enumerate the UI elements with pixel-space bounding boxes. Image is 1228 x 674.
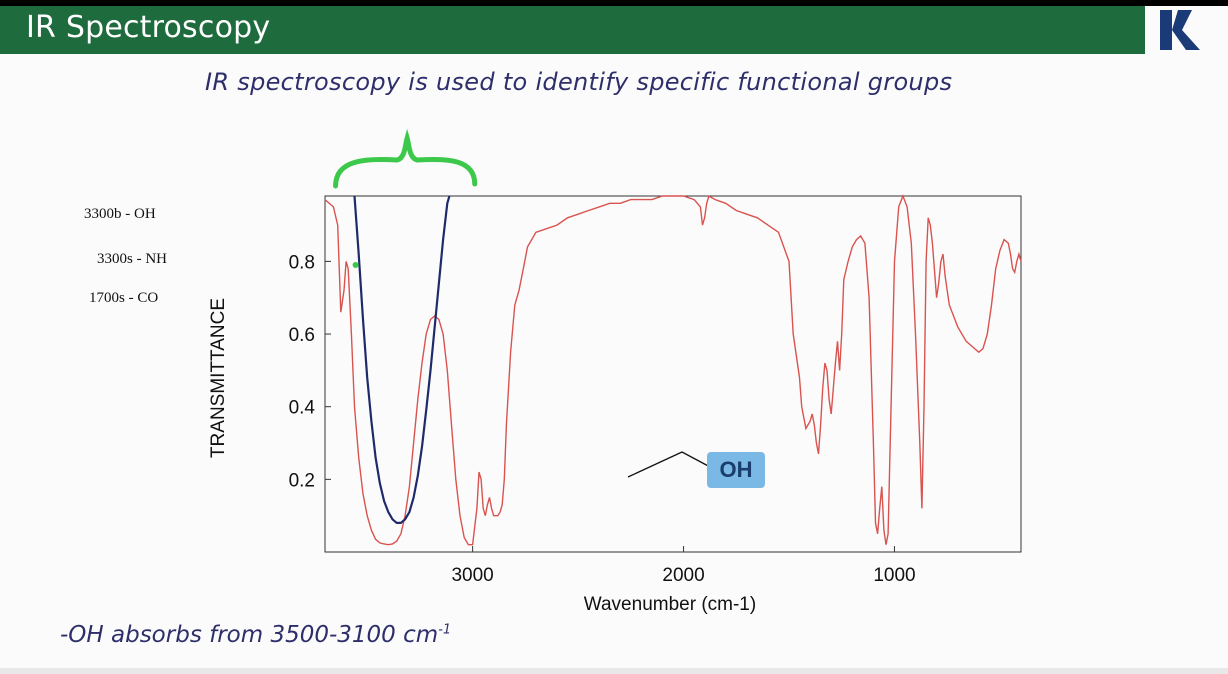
bottom-bar [0, 668, 1228, 674]
slide: IR Spectroscopy IR spectroscopy is used … [0, 6, 1228, 674]
brace-annotation [333, 128, 478, 189]
y-axis: 0.2 0.4 0.6 0.8 [289, 252, 331, 491]
oh-annotation-curve [353, 195, 451, 524]
spectrum-line [324, 194, 1022, 546]
molecule-skeleton [627, 451, 713, 478]
header-bar: IR Spectroscopy [0, 6, 1145, 54]
y-tick-label: 0.6 [289, 325, 315, 346]
y-tick-label: 0.8 [289, 252, 315, 273]
footer-text: -OH absorbs from 3500-3100 cm [60, 622, 439, 648]
footer-note: -OH absorbs from 3500-3100 cm-1 [60, 622, 451, 648]
footer-superscript: -1 [438, 622, 452, 638]
k-logo-icon [1160, 10, 1200, 50]
slide-subtitle: IR spectroscopy is used to identify spec… [205, 68, 953, 96]
x-tick-label: 1000 [873, 565, 915, 586]
y-tick-label: 0.4 [289, 398, 316, 419]
x-axis-label: Wavenumber (cm-1) [584, 594, 756, 615]
note-oh: 3300b - OH [84, 206, 156, 222]
marker-point [352, 262, 359, 269]
x-tick-label: 2000 [662, 565, 704, 586]
y-axis-label: TRANSMITTANCE [208, 298, 229, 458]
molecule-oh-label: OH [707, 452, 765, 488]
x-axis: 3000 2000 1000 [451, 546, 916, 586]
slide-title: IR Spectroscopy [26, 10, 271, 45]
y-tick-label: 0.2 [289, 470, 315, 491]
x-tick-label: 3000 [451, 565, 493, 586]
note-nh: 3300s - NH [97, 251, 167, 267]
note-co: 1700s - CO [89, 290, 159, 306]
